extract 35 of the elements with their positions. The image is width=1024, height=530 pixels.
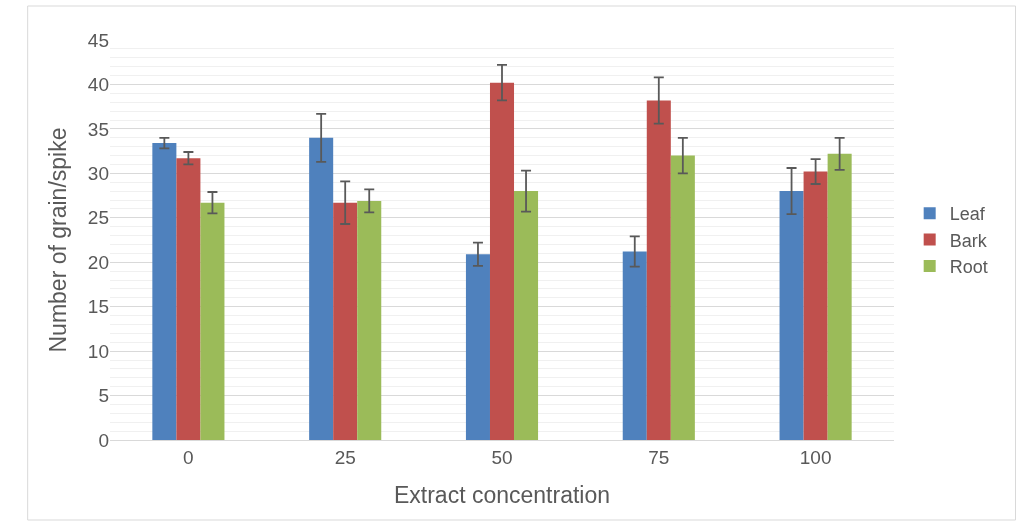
x-tick-label: 100	[799, 446, 832, 468]
y-tick-label: 5	[98, 385, 109, 407]
legend-label: Bark	[949, 230, 988, 251]
x-tick-label: 25	[334, 446, 356, 468]
bar	[779, 191, 804, 440]
y-tick-label: 40	[87, 74, 109, 96]
y-tick-label: 15	[87, 296, 109, 318]
bar	[176, 158, 201, 440]
bar	[465, 254, 490, 440]
bar	[622, 251, 647, 440]
bar	[646, 100, 671, 440]
legend-label: Root	[949, 257, 988, 278]
bar	[803, 171, 828, 440]
bar	[514, 191, 539, 440]
bar	[670, 155, 695, 440]
y-axis-title: Number of grain/spike	[45, 127, 72, 353]
x-tick-label: 75	[648, 446, 670, 468]
y-tick-label: 0	[98, 429, 109, 451]
bar	[333, 202, 358, 440]
y-tick-label: 20	[87, 251, 109, 273]
legend-label: Leaf	[949, 204, 986, 225]
x-axis-title: Extract concentration	[393, 482, 611, 509]
x-tick-label: 0	[183, 446, 194, 468]
y-tick-label: 25	[87, 207, 109, 229]
bar	[309, 137, 334, 440]
y-tick-label: 45	[87, 29, 109, 51]
bar	[152, 143, 177, 440]
y-tick-label: 35	[87, 118, 109, 140]
y-tick-label: 10	[87, 340, 109, 362]
x-tick-label: 50	[491, 446, 513, 468]
bar	[489, 82, 515, 440]
bar	[827, 153, 852, 440]
y-tick-label: 30	[87, 162, 109, 184]
bar	[200, 202, 225, 440]
bar	[357, 200, 382, 440]
